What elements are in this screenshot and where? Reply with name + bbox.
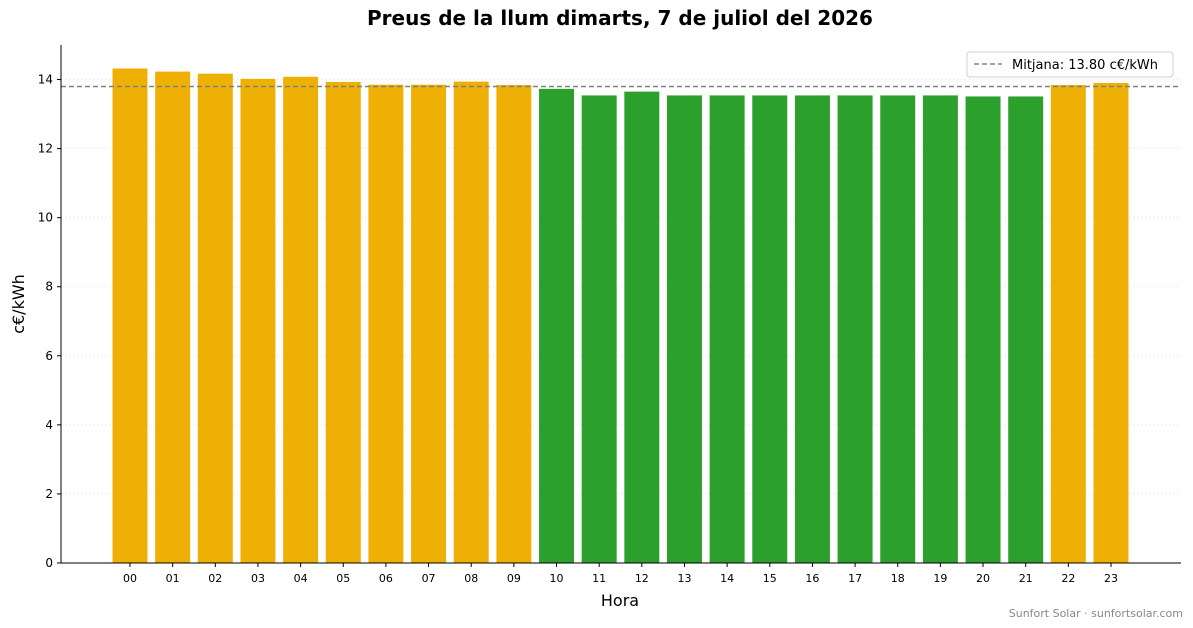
x-tick-label: 19 <box>933 572 947 585</box>
x-ticks: 00 01 02 03 04 05 06 07 08 09 10 11 12 13 14 15 16 17 18 19… <box>123 563 1118 585</box>
x-tick-label: 03 <box>251 572 265 585</box>
bar-04 <box>283 76 319 564</box>
bar-08 <box>453 81 489 563</box>
bar-01 <box>155 71 191 563</box>
x-tick-label: 07 <box>422 572 436 585</box>
bar-15 <box>752 95 788 563</box>
bar-21 <box>1008 96 1044 564</box>
credit-text: Sunfort Solar · sunfortsolar.com <box>1009 607 1183 620</box>
bar-13 <box>666 95 702 563</box>
bar-03 <box>240 78 276 564</box>
y-tick-label: 8 <box>45 280 53 294</box>
x-tick-label: 00 <box>123 572 137 585</box>
bar-14 <box>709 95 745 563</box>
axes <box>60 45 1181 564</box>
x-tick-label: 02 <box>208 572 222 585</box>
bar-16 <box>794 95 830 563</box>
bar-11 <box>581 95 617 563</box>
bar-02 <box>197 73 233 564</box>
x-tick-label: 12 <box>635 572 649 585</box>
x-tick-label: 16 <box>805 572 819 585</box>
bar-23 <box>1093 82 1129 563</box>
x-tick-label: 04 <box>294 572 308 585</box>
bar-19 <box>922 95 958 563</box>
bar-00 <box>112 68 148 563</box>
bar-17 <box>837 95 873 563</box>
bar-10 <box>539 88 575 563</box>
bar-12 <box>624 91 660 564</box>
bars <box>112 68 1129 564</box>
gridlines <box>61 79 1181 495</box>
x-tick-label: 20 <box>976 572 990 585</box>
bar-09 <box>496 85 532 564</box>
x-tick-label: 01 <box>166 572 180 585</box>
y-ticks: 0 2 4 6 8 10 12 14 <box>38 73 61 570</box>
legend-box <box>966 51 1174 78</box>
x-tick-label: 15 <box>763 572 777 585</box>
y-tick-label: 14 <box>38 73 53 87</box>
x-tick-label: 06 <box>379 572 393 585</box>
legend-mean-label: Mitjana: 13.80 c€/kWh <box>1012 58 1158 73</box>
y-tick-label: 2 <box>45 487 53 501</box>
x-tick-label: 09 <box>507 572 521 585</box>
x-tick-label: 05 <box>336 572 350 585</box>
bar-22 <box>1050 85 1086 564</box>
bar-07 <box>411 84 447 564</box>
x-tick-label: 23 <box>1104 572 1118 585</box>
bar-18 <box>880 95 916 563</box>
y-axis-label: c€/kWh <box>9 274 28 334</box>
bar-05 <box>325 81 361 563</box>
bar-06 <box>368 84 404 564</box>
x-tick-label: 10 <box>550 572 564 585</box>
x-tick-label: 22 <box>1061 572 1075 585</box>
x-axis-label: Hora <box>601 591 639 610</box>
x-tick-label: 21 <box>1019 572 1033 585</box>
x-tick-label: 18 <box>891 572 905 585</box>
y-tick-label: 4 <box>45 418 53 432</box>
x-tick-label: 13 <box>677 572 691 585</box>
y-tick-label: 0 <box>45 556 53 570</box>
legend: Mitjana: 13.80 c€/kWh <box>966 51 1174 78</box>
y-tick-label: 10 <box>38 211 53 225</box>
x-tick-label: 14 <box>720 572 734 585</box>
bar-20 <box>965 96 1001 564</box>
x-tick-label: 08 <box>464 572 478 585</box>
chart-title: Preus de la llum dimarts, 7 de juliol de… <box>367 6 873 30</box>
y-tick-label: 12 <box>38 142 53 156</box>
x-tick-label: 11 <box>592 572 606 585</box>
y-tick-label: 6 <box>45 349 53 363</box>
x-tick-label: 17 <box>848 572 862 585</box>
